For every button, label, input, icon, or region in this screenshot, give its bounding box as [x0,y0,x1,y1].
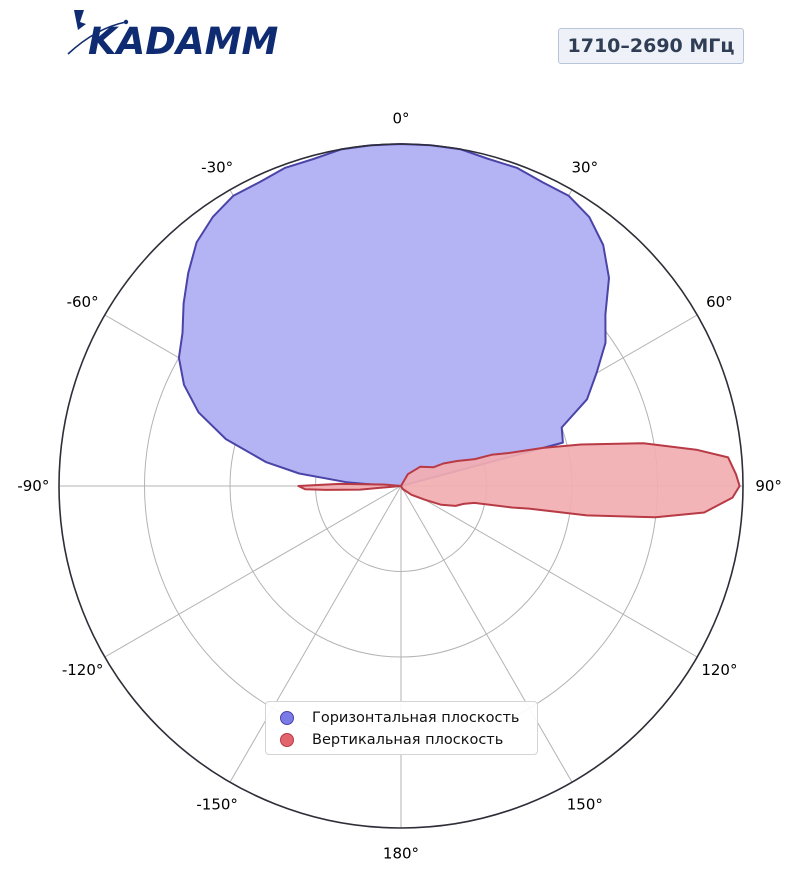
logo-wordmark: KADAMM [88,20,279,63]
angle-tick-label-6: 180° [383,845,419,863]
angle-tick-label-10: -60° [67,293,99,311]
angle-tick-label-9: -90° [17,477,49,495]
legend-marker-vertical [280,733,294,747]
polar-outer-ring [58,143,744,829]
series-area-1 [297,442,741,519]
series-area-0 [177,143,610,487]
legend: Горизонтальная плоскость Вертикальная пл… [265,701,538,755]
angle-tick-labels: 0° 30° 60° 90° 120° 150° 180° -150° -120° -90° -60… [17,109,782,862]
angle-tick-label-8: -120° [62,661,104,679]
angle-tick-label-11: -30° [201,159,233,177]
legend-marker-horizontal [280,711,294,725]
angle-tick-label-1: 30° [572,159,599,177]
brand-logo: KADAMM [66,8,278,63]
polar-series [177,143,741,519]
angle-tick-label-7: -150° [196,795,238,813]
angle-tick-label-5: 150° [567,795,603,813]
legend-item-vertical: Вертикальная плоскость [280,729,537,751]
angle-tick-label-2: 60° [706,293,733,311]
angle-tick-label-0: 0° [392,109,409,127]
legend-label-horizontal: Горизонтальная плоскость [312,710,520,726]
legend-label-vertical: Вертикальная плоскость [312,732,504,748]
angle-tick-label-4: 120° [701,661,737,679]
polar-frame [58,143,744,829]
frequency-badge: 1710–2690 МГц [558,28,744,64]
logo-antenna-icon [67,10,129,55]
legend-item-horizontal: Горизонтальная плоскость [280,707,537,729]
angle-tick-label-3: 90° [755,477,782,495]
